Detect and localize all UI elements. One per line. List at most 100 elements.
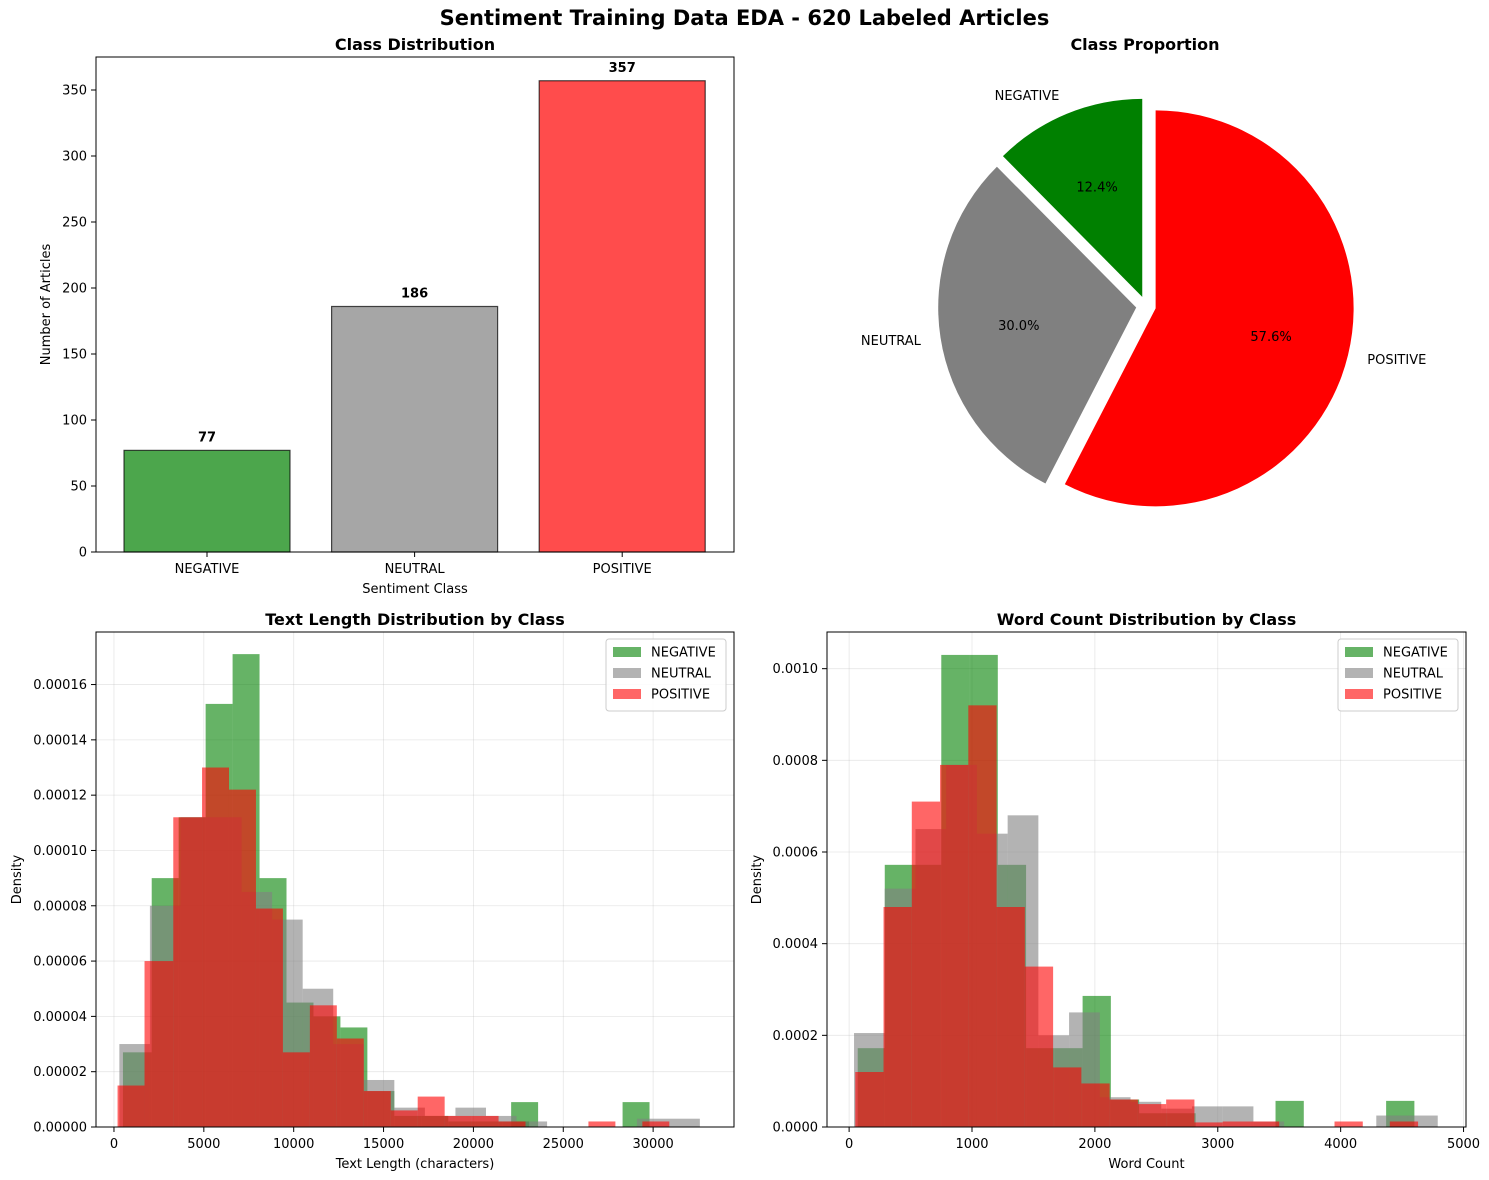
- word-count-hist-bar-positive: [1024, 966, 1054, 1127]
- pie-label-negative: NEGATIVE: [995, 89, 1060, 104]
- word-count-hist-bar-positive: [911, 801, 941, 1127]
- bar-chart-title: Class Distribution: [335, 35, 495, 54]
- word-count-hist-bar-positive: [1166, 1099, 1195, 1127]
- word-count-hist-bar-positive: [1389, 1121, 1419, 1127]
- text-length-hist-y-tick-label: 0.00002: [33, 1065, 87, 1080]
- text-length-hist-x-tick-label: 10000: [273, 1137, 314, 1152]
- text-length-hist-bar-positive: [588, 1121, 616, 1127]
- word-count-hist-bar-positive: [855, 1072, 884, 1127]
- y-tick-label: 50: [70, 480, 87, 495]
- pie-percent-label-positive: 57.6%: [1250, 330, 1291, 345]
- word-count-hist-bar-positive: [883, 907, 912, 1127]
- word-count-hist-x-axis-label: Word Count: [1108, 1157, 1184, 1172]
- bar-negative: [123, 449, 291, 553]
- x-tick-label-neutral: NEUTRAL: [385, 562, 446, 577]
- text-length-hist-title: Text Length Distribution by Class: [265, 610, 564, 629]
- pie-label-positive: POSITIVE: [1367, 353, 1426, 368]
- word-count-hist-bar-positive: [1137, 1104, 1167, 1127]
- y-tick-label: 0: [79, 546, 87, 561]
- text-length-hist-legend-swatch-positive: [613, 689, 641, 699]
- word-count-hist-y-tick-label: 0.0008: [773, 754, 819, 769]
- word-count-hist-axes-frame: [826, 631, 1467, 1128]
- text-length-hist-bar-positive: [363, 1091, 391, 1127]
- text-length-hist-bar-neutral: [667, 1118, 700, 1127]
- text-length-hist-x-tick-label: 15000: [363, 1137, 404, 1152]
- word-count-hist-bar-positive: [1222, 1121, 1251, 1127]
- y-tick-label: 150: [62, 348, 87, 363]
- word-count-hist-legend-swatch-neutral: [1345, 668, 1373, 678]
- pie-label-neutral: NEUTRAL: [861, 334, 922, 349]
- word-count-hist-bar-positive: [996, 907, 1025, 1127]
- pie-chart-title: Class Proportion: [1070, 35, 1219, 54]
- word-count-hist-x-tick-label: 1000: [955, 1137, 988, 1152]
- text-length-hist-y-tick-label: 0.00008: [33, 899, 87, 914]
- text-length-hist-bar-positive: [228, 789, 256, 1127]
- text-length-hist-x-tick-label: 20000: [453, 1137, 494, 1152]
- text-length-hist-bar-positive: [255, 908, 283, 1127]
- text-length-hist-y-axis-label: Density: [10, 854, 25, 904]
- word-count-hist-x-tick-label: 0: [845, 1137, 853, 1152]
- bar-chart-axes-frame: [95, 56, 735, 553]
- word-count-hist-x-tick-label: 3000: [1201, 1137, 1234, 1152]
- figure-title: Sentiment Training Data EDA - 620 Labele…: [439, 6, 1050, 30]
- text-length-hist-y-tick-label: 0.00012: [33, 789, 87, 804]
- word-count-hist-y-tick-label: 0.0004: [773, 937, 819, 952]
- text-length-hist-bar-positive: [144, 961, 174, 1127]
- y-tick-label: 300: [62, 150, 87, 165]
- y-tick-label: 250: [62, 216, 87, 231]
- word-count-hist-bar-neutral: [1191, 1106, 1223, 1127]
- word-count-hist-title: Word Count Distribution by Class: [997, 610, 1296, 629]
- text-length-hist-bar-positive: [444, 1115, 472, 1127]
- text-length-hist-legend-swatch-negative: [613, 647, 641, 657]
- text-length-hist-y-tick-label: 0.00016: [33, 678, 87, 693]
- text-length-hist-y-tick-label: 0.00010: [33, 844, 87, 859]
- pie-slice-neutral: [938, 166, 1137, 484]
- word-count-hist-bar-positive: [1334, 1121, 1363, 1127]
- text-length-hist-x-tick-label: 25000: [543, 1137, 584, 1152]
- text-length-hist-axes-frame: [95, 631, 735, 1128]
- text-length-hist-x-tick-label: 5000: [187, 1137, 220, 1152]
- word-count-hist-bar-positive: [1081, 1083, 1110, 1127]
- text-length-hist-legend-label-negative: NEGATIVE: [651, 646, 716, 661]
- x-tick-label-positive: POSITIVE: [593, 562, 652, 577]
- word-count-hist-legend-swatch-positive: [1345, 689, 1373, 699]
- word-count-hist-bar-positive: [1194, 1122, 1223, 1127]
- word-count-hist-y-tick-label: 0.0002: [773, 1029, 819, 1044]
- word-count-hist-x-tick-label: 2000: [1078, 1137, 1111, 1152]
- bar-chart-x-axis-label: Sentiment Class: [362, 582, 468, 597]
- bar-neutral: [331, 305, 499, 553]
- pie-slice-positive: [1064, 110, 1354, 507]
- text-length-hist-legend-label-neutral: NEUTRAL: [651, 667, 712, 682]
- text-length-hist-y-tick-label: 0.00006: [33, 955, 87, 970]
- text-length-hist-bar-neutral: [516, 1121, 548, 1127]
- word-count-hist-legend-swatch-negative: [1345, 647, 1373, 657]
- text-length-hist-bar-positive: [117, 1085, 145, 1127]
- text-length-hist-bar-positive: [417, 1096, 445, 1127]
- text-length-hist-legend-swatch-neutral: [613, 668, 641, 678]
- text-length-hist-y-tick-label: 0.00000: [33, 1121, 87, 1136]
- word-count-hist-legend-label-negative: NEGATIVE: [1383, 646, 1448, 661]
- y-tick-label: 200: [62, 282, 87, 297]
- text-length-hist-bar-positive: [202, 767, 229, 1127]
- word-count-hist-bar-positive: [1109, 1099, 1138, 1127]
- text-length-hist-bar-positive: [471, 1115, 499, 1127]
- y-tick-label: 350: [62, 84, 87, 99]
- pie-slice-negative: [1002, 98, 1143, 297]
- pie-percent-label-negative: 12.4%: [1076, 180, 1117, 195]
- word-count-hist-bar-positive: [1250, 1121, 1280, 1127]
- text-length-hist-y-tick-label: 0.00014: [33, 733, 87, 748]
- word-count-hist-x-tick-label: 5000: [1447, 1137, 1480, 1152]
- text-length-hist-x-axis-label: Text Length (characters): [335, 1157, 495, 1172]
- bar-value-label-negative: 77: [198, 430, 216, 445]
- word-count-hist-bar-positive: [968, 705, 997, 1127]
- text-length-hist-y-tick-label: 0.00004: [33, 1010, 87, 1025]
- bar-chart-y-axis-label: Number of Articles: [39, 244, 54, 366]
- word-count-hist-legend-label-positive: POSITIVE: [1383, 688, 1442, 703]
- word-count-hist-y-axis-label: Density: [750, 854, 765, 904]
- word-count-hist-bar-positive: [1053, 1067, 1082, 1127]
- text-length-hist-bar-positive: [309, 1005, 337, 1127]
- text-length-hist-bar-positive: [173, 817, 203, 1127]
- word-count-hist-y-tick-label: 0.0000: [773, 1121, 819, 1136]
